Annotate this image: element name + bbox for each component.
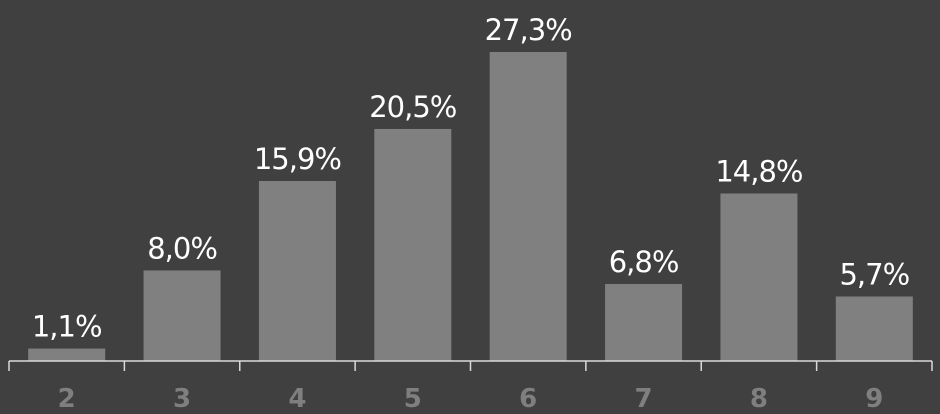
tick-label-6: 6	[519, 384, 537, 414]
data-label-6: 27,3%	[485, 13, 572, 47]
data-label-4: 15,9%	[254, 142, 341, 176]
bar-3	[143, 270, 221, 361]
tick-label-9: 9	[865, 384, 883, 414]
data-label-3: 8,0%	[147, 231, 217, 265]
bar-2	[28, 348, 106, 361]
tick-label-3: 3	[173, 384, 191, 414]
tick-label-7: 7	[635, 384, 653, 414]
tick-label-4: 4	[288, 384, 306, 414]
tick-label-5: 5	[404, 384, 422, 414]
data-label-5: 20,5%	[369, 90, 456, 124]
data-labels-group: 1,1% 8,0% 15,9% 20,5% 27,3% 6,8% 14,8% 5,7%	[32, 13, 910, 344]
bar-4	[258, 181, 336, 361]
bars-group	[28, 52, 913, 361]
x-axis-ticks-group	[8, 361, 933, 371]
x-axis-tick-labels-group: 2 3 4 5 6 7 8 9	[58, 384, 884, 414]
bar-6	[489, 52, 567, 361]
bar-8	[720, 193, 798, 361]
bar-7	[605, 284, 683, 361]
tick-label-2: 2	[58, 384, 76, 414]
data-label-9: 5,7%	[839, 257, 909, 291]
bar-5	[374, 128, 452, 361]
tick-label-8: 8	[750, 384, 768, 414]
data-label-2: 1,1%	[32, 310, 102, 344]
bar-9	[835, 296, 913, 361]
data-label-8: 14,8%	[715, 154, 802, 188]
data-label-7: 6,8%	[609, 245, 679, 279]
